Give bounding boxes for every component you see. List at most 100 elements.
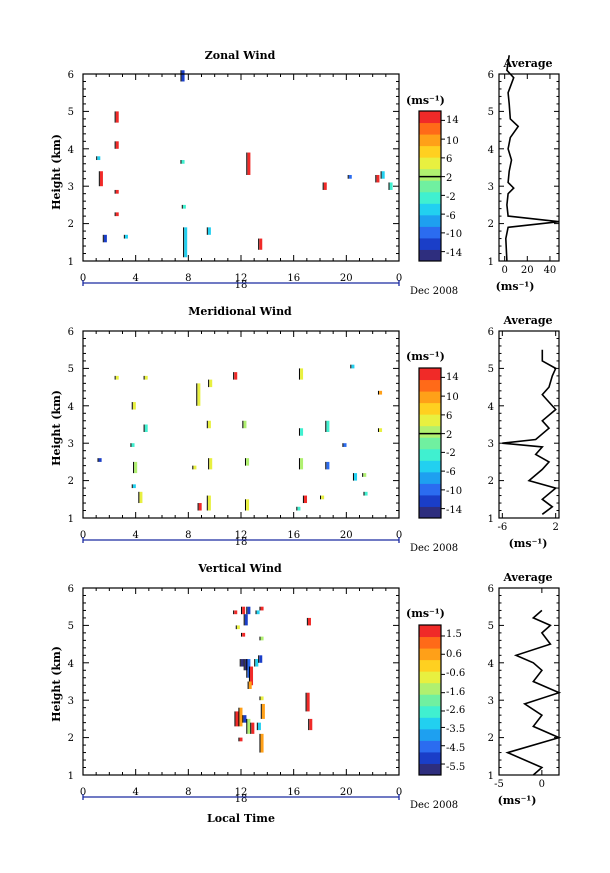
colorbar-frame	[418, 624, 442, 776]
data-cell-edge	[208, 379, 210, 388]
profile-y-tick-label: 2	[488, 219, 494, 230]
data-cell-edge	[377, 428, 379, 432]
data-cell	[198, 503, 202, 511]
colorbar-tick-label: 2	[446, 430, 452, 441]
x-tick-label: 0	[80, 787, 86, 798]
profile-title: Average	[502, 314, 552, 327]
profile-line	[502, 349, 558, 515]
data-cell-edge	[325, 461, 327, 470]
data-cell-edge	[114, 189, 116, 194]
profile-frame	[498, 587, 560, 776]
data-cell	[132, 484, 136, 489]
colorbar-swatch	[419, 448, 441, 461]
colorbar-swatch	[419, 740, 441, 753]
data-cell	[381, 171, 385, 179]
data-cell-edge	[259, 733, 261, 753]
data-cell-edge	[248, 666, 250, 686]
data-cell-edge	[260, 703, 262, 719]
colorbar-swatch	[419, 249, 441, 262]
x-tick-label: 8	[185, 530, 191, 541]
data-cell-edge	[259, 636, 261, 641]
data-cell	[240, 659, 244, 667]
data-cell-edge	[102, 234, 104, 243]
data-cell	[247, 718, 251, 734]
data-cell-edge	[302, 495, 304, 504]
data-cell	[300, 428, 304, 436]
data-cell-edge	[133, 461, 135, 474]
profile-y-tick-label: 5	[488, 621, 494, 632]
colorbar-tick-label: -0.6	[446, 668, 465, 679]
panel-meridional: Meridional Wind Height (km) 1 2 3 4 5 6 …	[50, 305, 553, 554]
profile-y-tick-label: 2	[488, 476, 494, 487]
y-tick-label: 3	[68, 696, 74, 707]
y-tick-label: 5	[68, 364, 74, 375]
colorbar-tick-labels: 14 10 6 2 -2 -6 -10 -14	[446, 372, 462, 516]
colorbar-swatch	[419, 694, 441, 707]
profile-unit: (ms⁻¹)	[496, 280, 535, 293]
data-cell-edge	[181, 204, 183, 209]
x-axis-label: Local Time	[207, 812, 275, 825]
data-cell	[207, 420, 211, 429]
profile-title: Average	[502, 57, 552, 70]
colorbar-tick-label: 6	[446, 154, 452, 165]
data-cell	[181, 160, 185, 164]
colorbar-tick-label: -6	[446, 467, 456, 478]
colorbar-tick-label: -6	[446, 211, 456, 222]
data-cell	[131, 443, 135, 447]
y-tick-label: 4	[68, 659, 74, 670]
data-cell	[144, 424, 148, 432]
profile-line	[505, 609, 562, 776]
profile-x-tick-label: -6	[497, 522, 507, 533]
data-cell-edge	[244, 499, 246, 511]
profile-y-tick-label: 3	[488, 696, 494, 707]
x-tick-label: 0	[396, 787, 402, 798]
x-tick-label: 0	[396, 273, 402, 284]
data-cell-edge	[322, 182, 324, 190]
data-cell	[115, 189, 119, 194]
data-cell	[181, 70, 185, 82]
data-cell-edge	[138, 491, 140, 504]
data-cell	[326, 461, 330, 470]
data-cell-edge	[308, 718, 310, 731]
data-cell-edge	[241, 632, 243, 637]
data-cell	[351, 364, 355, 369]
data-cell	[139, 491, 143, 504]
colorbar-tick-label: -1.6	[446, 687, 465, 698]
data-cell	[246, 499, 250, 511]
colorbar-tick-label: -3.5	[446, 724, 465, 735]
data-cell-edge	[196, 383, 198, 406]
data-cell-edge	[259, 696, 261, 701]
data-cell	[207, 495, 211, 511]
data-cell	[250, 666, 254, 686]
profile-unit: (ms⁻¹)	[509, 537, 548, 550]
data-cell	[209, 458, 213, 470]
data-cell-edge	[296, 506, 298, 511]
y-tick-labels: 1 2 3 4 5 6	[68, 70, 74, 268]
profile-y-tick-label: 1	[488, 257, 494, 268]
colorbar-swatch	[419, 379, 441, 392]
x-tick-label: 8	[185, 787, 191, 798]
data-cell	[261, 703, 265, 719]
data-cell-edge	[96, 156, 98, 161]
data-cell-edge	[241, 606, 243, 615]
date-label: Dec 2008	[410, 543, 458, 554]
colorbar-swatch	[419, 717, 441, 730]
day-label: 18	[235, 537, 248, 548]
data-cell	[246, 458, 250, 466]
colorbar-swatch	[419, 157, 441, 170]
data-cell-edge	[298, 458, 300, 470]
date-label: Dec 2008	[410, 286, 458, 297]
data-cell-edge	[131, 484, 133, 489]
data-cell-edge	[242, 715, 244, 723]
y-tick-label: 3	[68, 439, 74, 450]
profile-y-tick-label: 6	[488, 70, 494, 81]
data-cell-edge	[239, 659, 241, 667]
data-cell	[115, 212, 119, 217]
colorbar-tick-label: 1.5	[446, 629, 462, 640]
data-cell-edge	[259, 606, 261, 611]
profile-x-tick-label: -5	[494, 779, 504, 790]
data-cell-edge	[342, 443, 344, 447]
colorbar-swatch	[419, 402, 441, 415]
x-tick-label: 0	[80, 273, 86, 284]
